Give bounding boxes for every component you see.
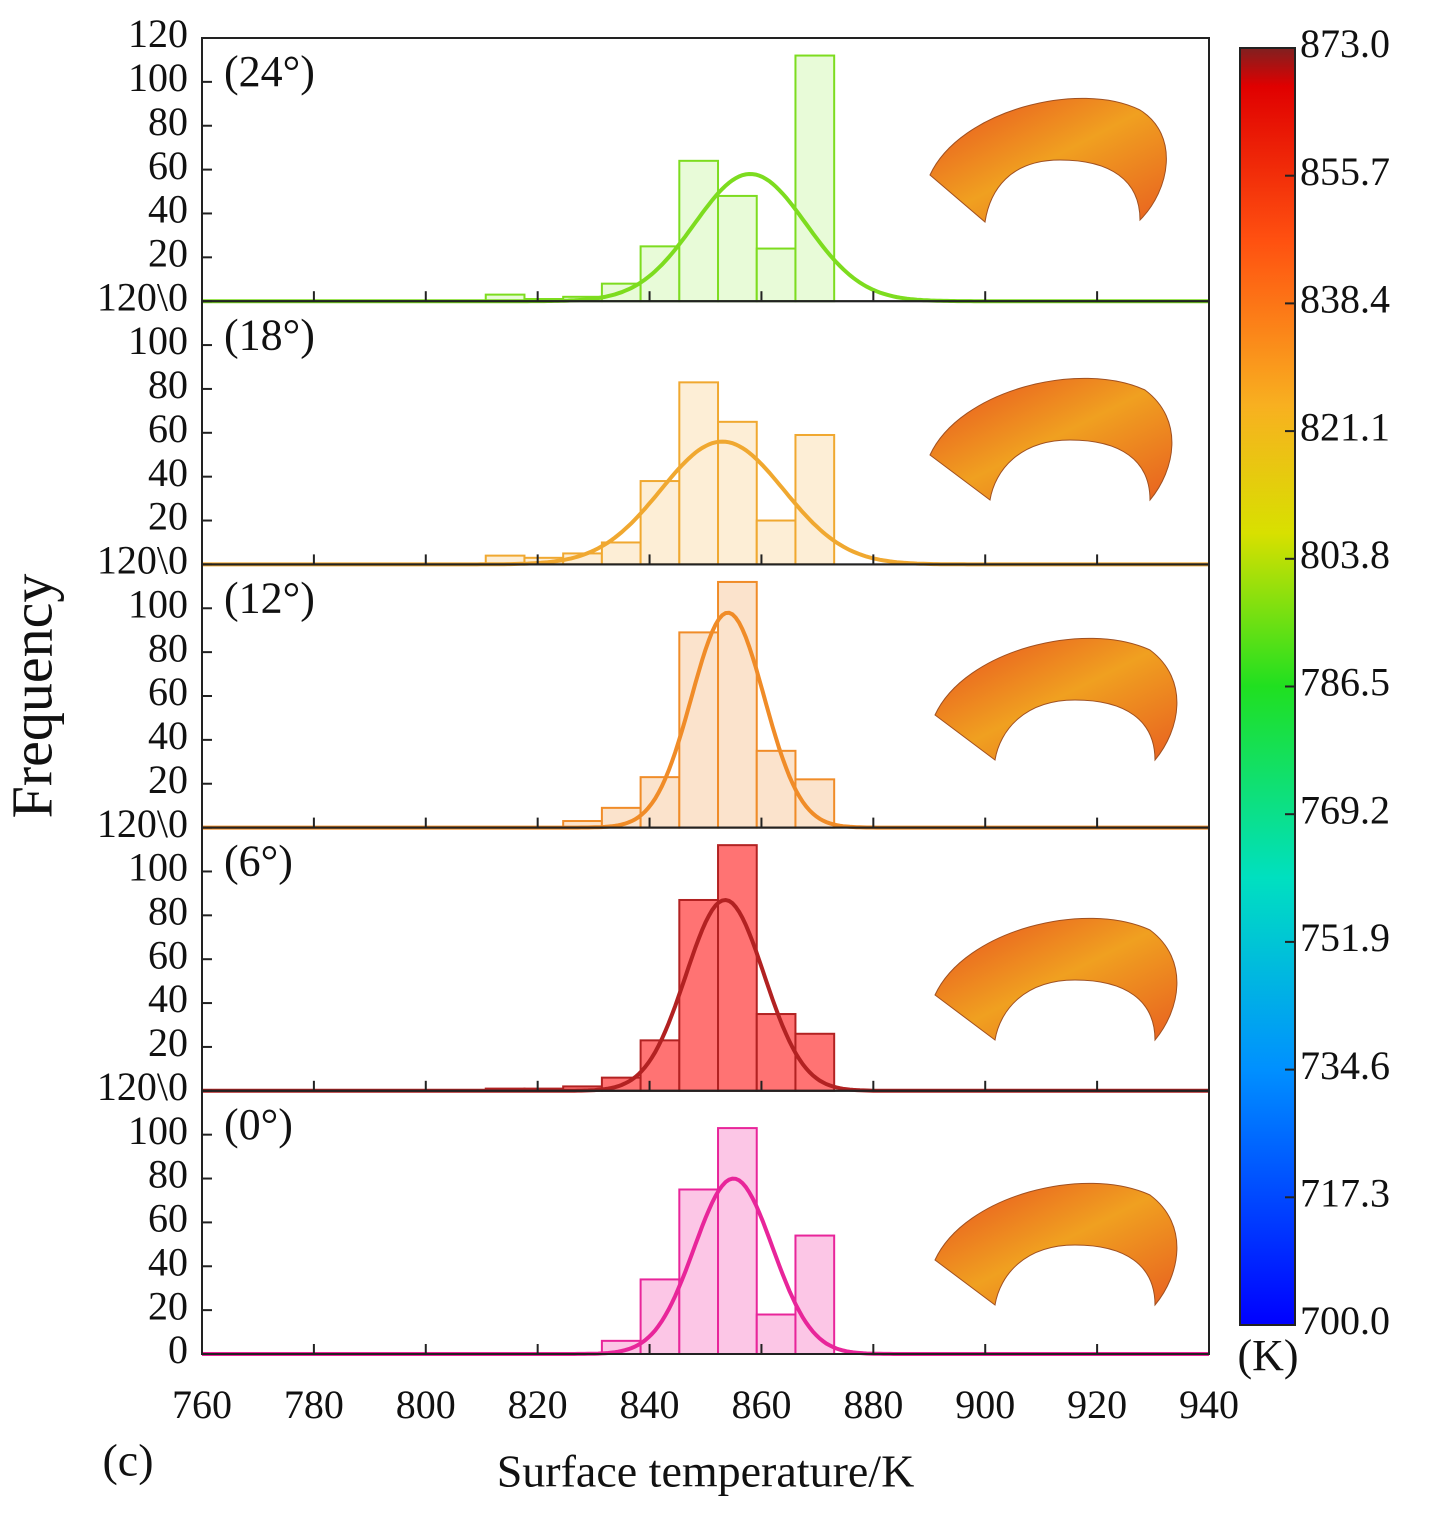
- panel-annotation: (18°): [224, 310, 315, 359]
- y-tick-label: 100: [128, 845, 188, 890]
- x-tick-label: 940: [1179, 1382, 1239, 1427]
- panel-label: (c): [102, 1435, 153, 1486]
- y-tick-label: 20: [148, 494, 188, 539]
- y-tick-label: 80: [148, 362, 188, 407]
- bar: [794, 54, 836, 303]
- y-tick-label: 120\0: [97, 274, 188, 319]
- bar: [678, 898, 720, 1092]
- y-tick-label: 80: [148, 889, 188, 934]
- y-tick-label: 120\0: [97, 1064, 188, 1109]
- x-tick-label: 880: [843, 1382, 903, 1427]
- bar: [794, 778, 836, 829]
- colorbar-unit: (K): [1237, 1331, 1298, 1380]
- bar: [639, 480, 681, 566]
- x-tick-label: 920: [1067, 1382, 1127, 1427]
- x-tick-label: 840: [620, 1382, 680, 1427]
- bar: [755, 1313, 797, 1356]
- y-tick-label: 80: [148, 625, 188, 670]
- panel-annotation: (0°): [224, 1100, 293, 1149]
- colorbar-tick-label: 786.5: [1300, 660, 1390, 705]
- part-images: [929, 97, 1178, 1307]
- part-image: [929, 377, 1173, 502]
- panel-annotation: (24°): [224, 47, 315, 96]
- y-tick-label: 0: [168, 1327, 188, 1372]
- y-tick-label: 80: [148, 1152, 188, 1197]
- colorbar-tick-label: 838.4: [1300, 277, 1390, 322]
- y-tick-label: 60: [148, 1196, 188, 1241]
- x-tick-label: 760: [172, 1382, 232, 1427]
- y-tick-label: 120\0: [97, 538, 188, 583]
- panel-annotation: (12°): [224, 573, 315, 622]
- x-tick-label: 820: [508, 1382, 568, 1427]
- bar: [717, 194, 758, 303]
- y-tick-label: 20: [148, 757, 188, 802]
- x-tick-label: 860: [731, 1382, 791, 1427]
- bar: [794, 433, 836, 566]
- bar: [639, 1278, 681, 1355]
- y-tick-label: 20: [148, 231, 188, 276]
- y-tick-label: 100: [128, 581, 188, 626]
- bar: [639, 776, 681, 829]
- y-tick-label: 60: [148, 932, 188, 977]
- panel-annotation: (6°): [224, 837, 293, 886]
- y-tick-label: 60: [148, 143, 188, 188]
- bar: [678, 631, 720, 829]
- bar: [755, 247, 797, 303]
- colorbar-tick-label: 717.3: [1300, 1170, 1390, 1215]
- bar: [600, 541, 642, 566]
- bar: [678, 381, 720, 566]
- colorbar-tick-label: 769.2: [1300, 787, 1390, 832]
- y-tick-label: 40: [148, 450, 188, 495]
- colorbar-tick-label: 873.0: [1300, 21, 1390, 66]
- y-tick-label: 80: [148, 99, 188, 144]
- bar: [755, 1013, 797, 1092]
- bar: [755, 749, 797, 829]
- x-axis-label: Surface temperature/K: [497, 1446, 915, 1497]
- part-image: [934, 637, 1178, 762]
- colorbar-tick-label: 855.7: [1300, 149, 1390, 194]
- bar: [717, 1127, 758, 1355]
- x-tick-label: 900: [955, 1382, 1015, 1427]
- y-tick-label: 40: [148, 713, 188, 758]
- part-image: [929, 97, 1167, 223]
- part-image: [934, 1182, 1178, 1307]
- bar: [678, 159, 720, 303]
- colorbar-tick-label: 700.0: [1300, 1298, 1390, 1343]
- bar: [755, 519, 797, 566]
- colorbar-tick-label: 751.9: [1300, 915, 1390, 960]
- y-tick-label: 60: [148, 406, 188, 451]
- y-axis-label: Frequency: [0, 574, 64, 819]
- y-tick-label: 100: [128, 318, 188, 363]
- y-tick-label: 100: [128, 55, 188, 100]
- y-tick-label: 20: [148, 1020, 188, 1065]
- y-tick-label: 120\0: [97, 801, 188, 846]
- y-tick-label: 40: [148, 1239, 188, 1284]
- bar: [717, 844, 758, 1092]
- y-tick-label: 40: [148, 187, 188, 232]
- y-tick-label: 20: [148, 1283, 188, 1328]
- y-tick-label: 60: [148, 669, 188, 714]
- colorbar-tick-label: 803.8: [1300, 532, 1390, 577]
- y-tick-label: 40: [148, 976, 188, 1021]
- x-tick-label: 780: [284, 1382, 344, 1427]
- y-tick-label: 100: [128, 1108, 188, 1153]
- y-tick-label: 120: [128, 11, 188, 56]
- colorbar-tick-label: 821.1: [1300, 404, 1390, 449]
- colorbar-tick-label: 734.6: [1300, 1043, 1390, 1088]
- part-image: [934, 917, 1178, 1042]
- x-tick-label: 800: [396, 1382, 456, 1427]
